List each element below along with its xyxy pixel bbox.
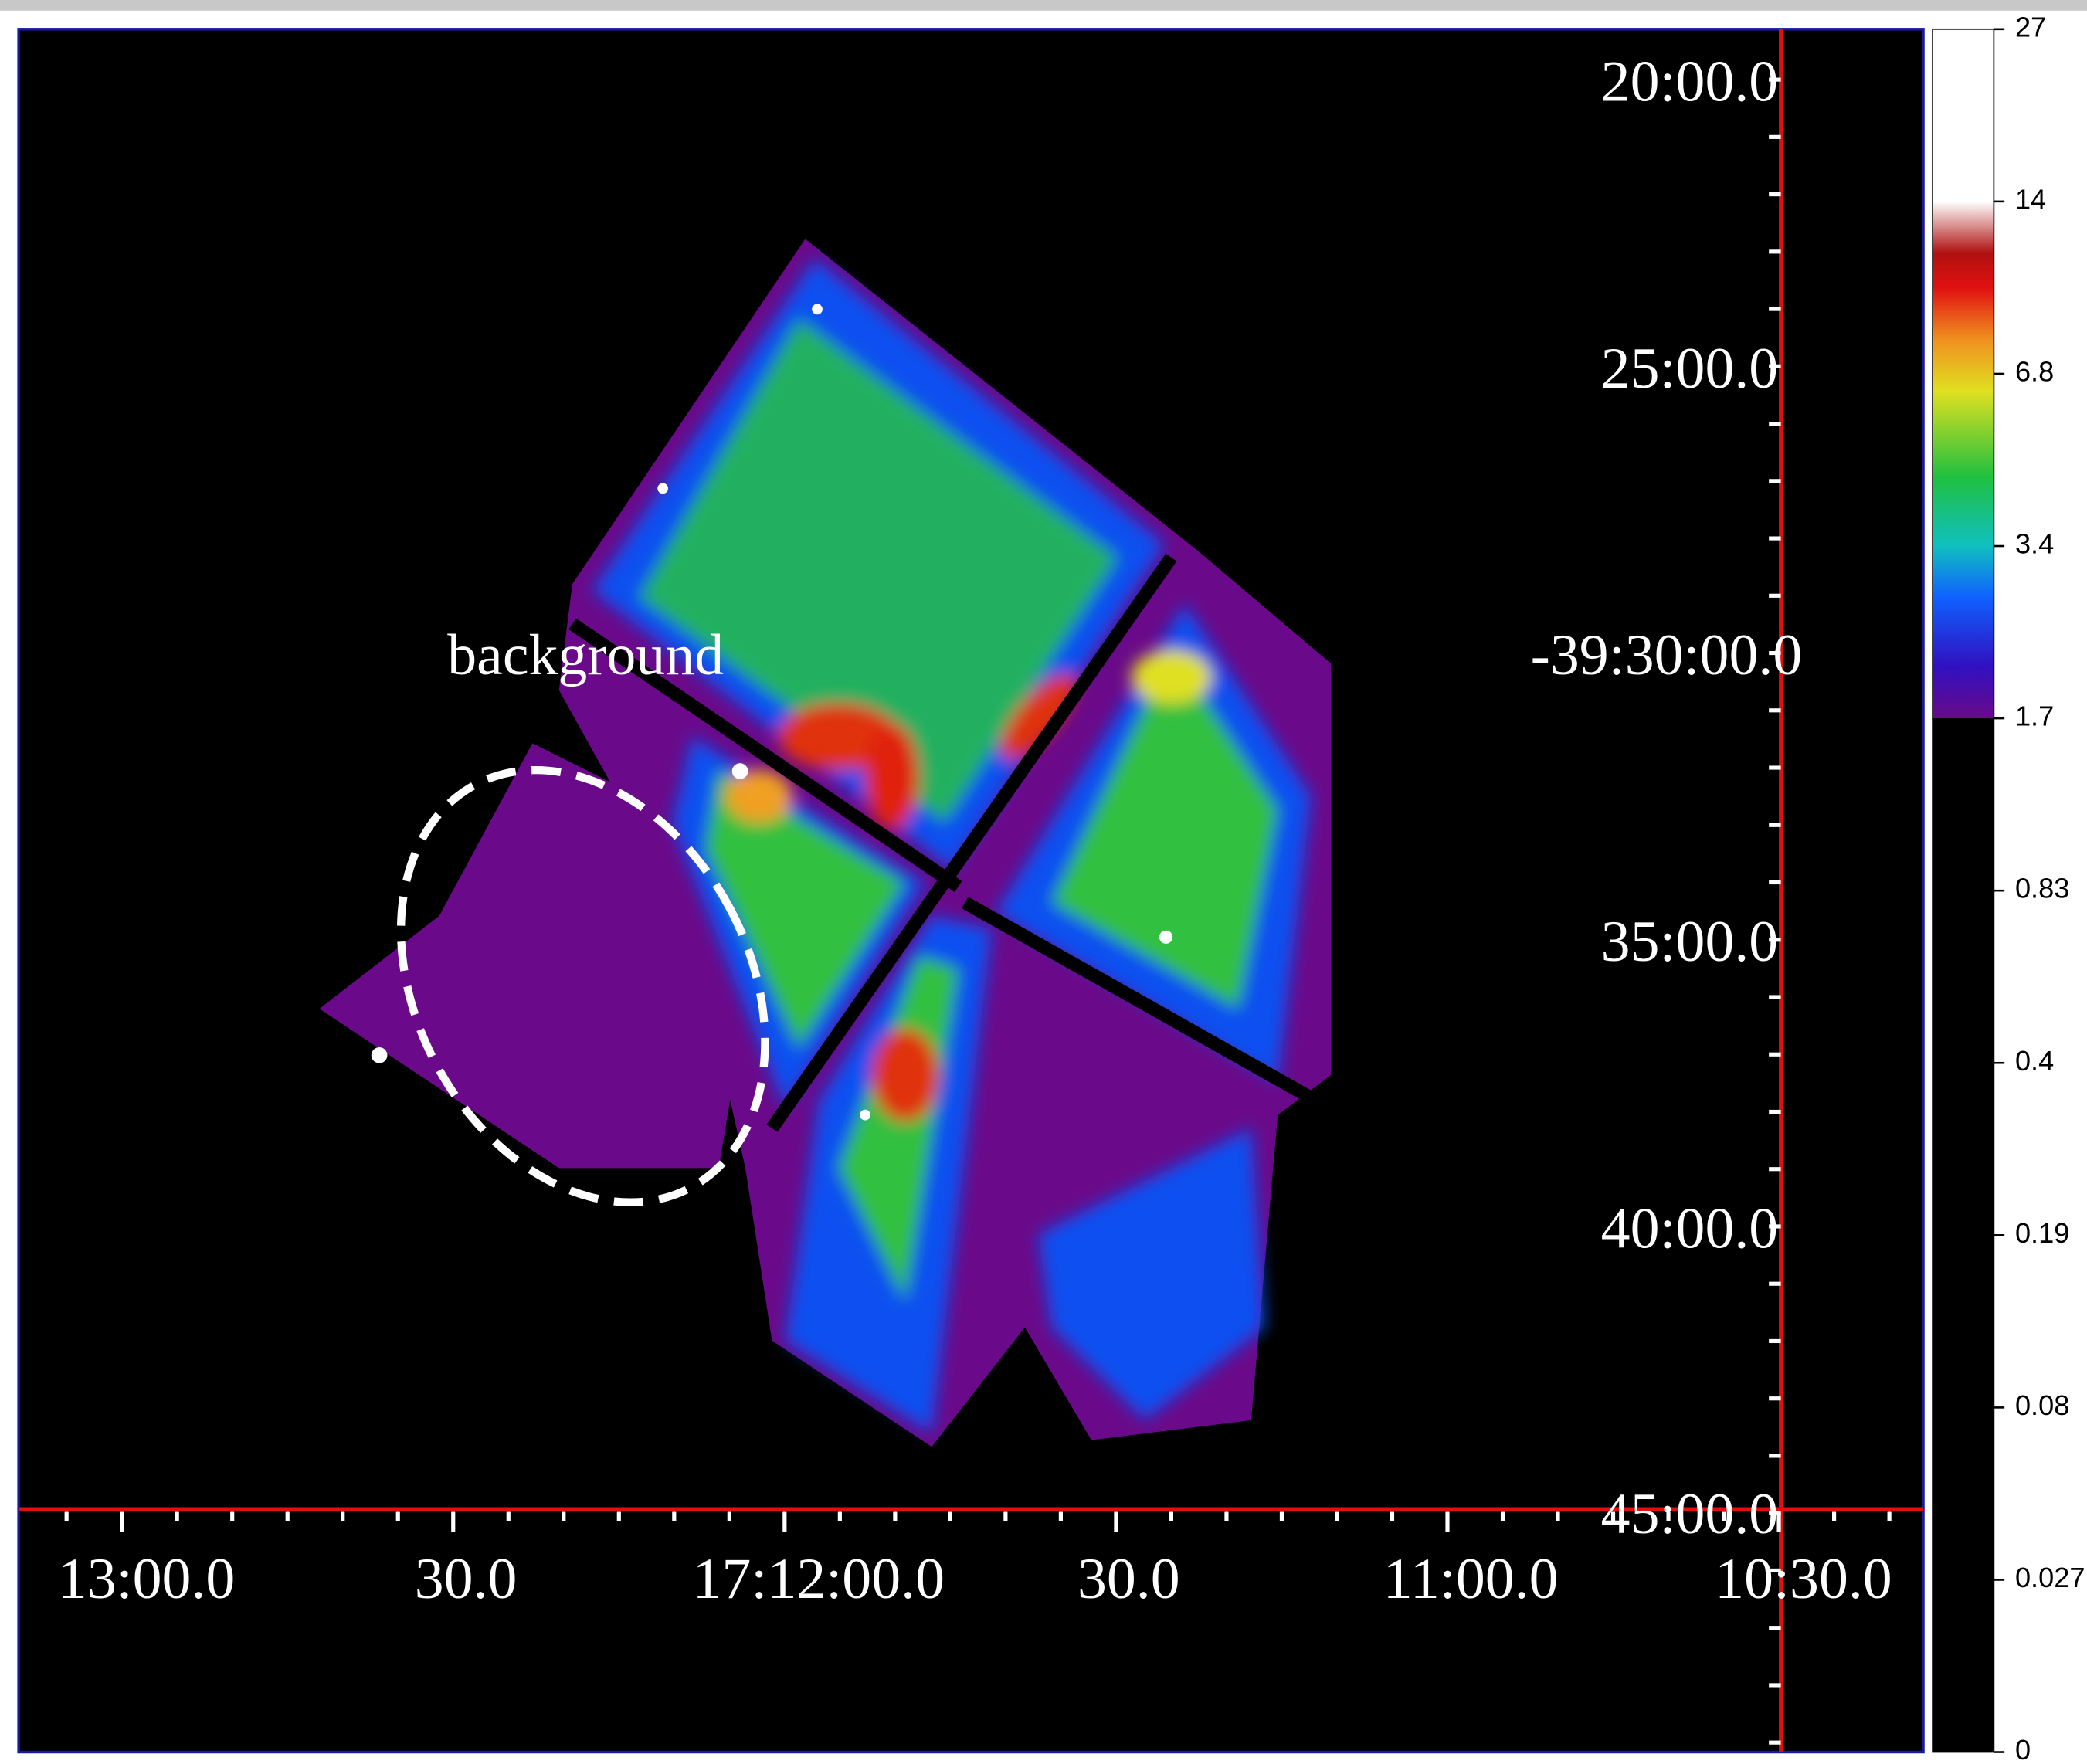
colorbar-label: 6.8 [2015,356,2054,388]
y-axis-label: 40:00.0 [1601,1197,1779,1261]
colorbar-label: 0 [2015,1734,2031,1764]
x-axis-label: 30.0 [1077,1547,1180,1611]
colorbar-label: 1.7 [2015,701,2054,732]
colorbar-label: 0.4 [2015,1045,2054,1077]
x-axis-label: 10:30.0 [1715,1547,1892,1611]
colorbar-label: 0.08 [2015,1389,2069,1421]
colorbar-label: 3.4 [2015,528,2054,560]
y-axis-label: 35:00.0 [1601,910,1779,974]
colorbar-label: 27 [2015,11,2046,42]
colorbar-label: 0.19 [2015,1217,2069,1249]
colorbar-label: 14 [2015,183,2046,215]
colorbar-label: 0.83 [2015,873,2069,904]
x-axis-label: 11:00.0 [1383,1547,1559,1611]
toolbar [0,0,2087,11]
x-axis-label: 17:12:00.0 [693,1547,945,1611]
y-axis-label: -39:30:00.0 [1531,623,1803,687]
colorbar-label: 0.027 [2015,1562,2085,1593]
y-axis-label: 25:00.0 [1601,337,1779,401]
y-axis-label: 45:00.0 [1601,1482,1779,1546]
annotation: background [447,623,724,687]
x-axis-label: 30.0 [415,1547,518,1611]
colorbar [1933,29,1994,1752]
viewer: background 13:00.0 30.0 17:12:00.0 30.0 11:0… [0,0,2087,1764]
x-axis-label: 13:00.0 [58,1547,236,1611]
y-axis-label: 20:00.0 [1601,50,1779,114]
